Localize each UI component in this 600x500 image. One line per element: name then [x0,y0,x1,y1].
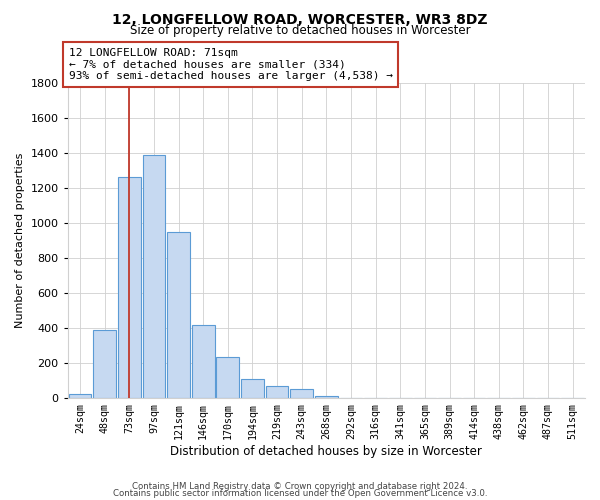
Bar [143,154,165,398]
Text: 12, LONGFELLOW ROAD, WORCESTER, WR3 8DZ: 12, LONGFELLOW ROAD, WORCESTER, WR3 8DZ [112,12,488,26]
Bar [266,386,289,398]
X-axis label: Distribution of detached houses by size in Worcester: Distribution of detached houses by size … [170,444,482,458]
Text: 12 LONGFELLOW ROAD: 71sqm
← 7% of detached houses are smaller (334)
93% of semi-: 12 LONGFELLOW ROAD: 71sqm ← 7% of detach… [69,48,393,81]
Bar [315,396,338,398]
Bar [167,232,190,398]
Text: Contains public sector information licensed under the Open Government Licence v3: Contains public sector information licen… [113,490,487,498]
Bar [192,326,215,398]
Bar [68,394,91,398]
Text: Size of property relative to detached houses in Worcester: Size of property relative to detached ho… [130,24,470,37]
Text: Contains HM Land Registry data © Crown copyright and database right 2024.: Contains HM Land Registry data © Crown c… [132,482,468,491]
Bar [241,379,264,398]
Bar [118,176,140,398]
Bar [290,390,313,398]
Bar [94,330,116,398]
Bar [217,357,239,398]
Y-axis label: Number of detached properties: Number of detached properties [15,153,25,328]
